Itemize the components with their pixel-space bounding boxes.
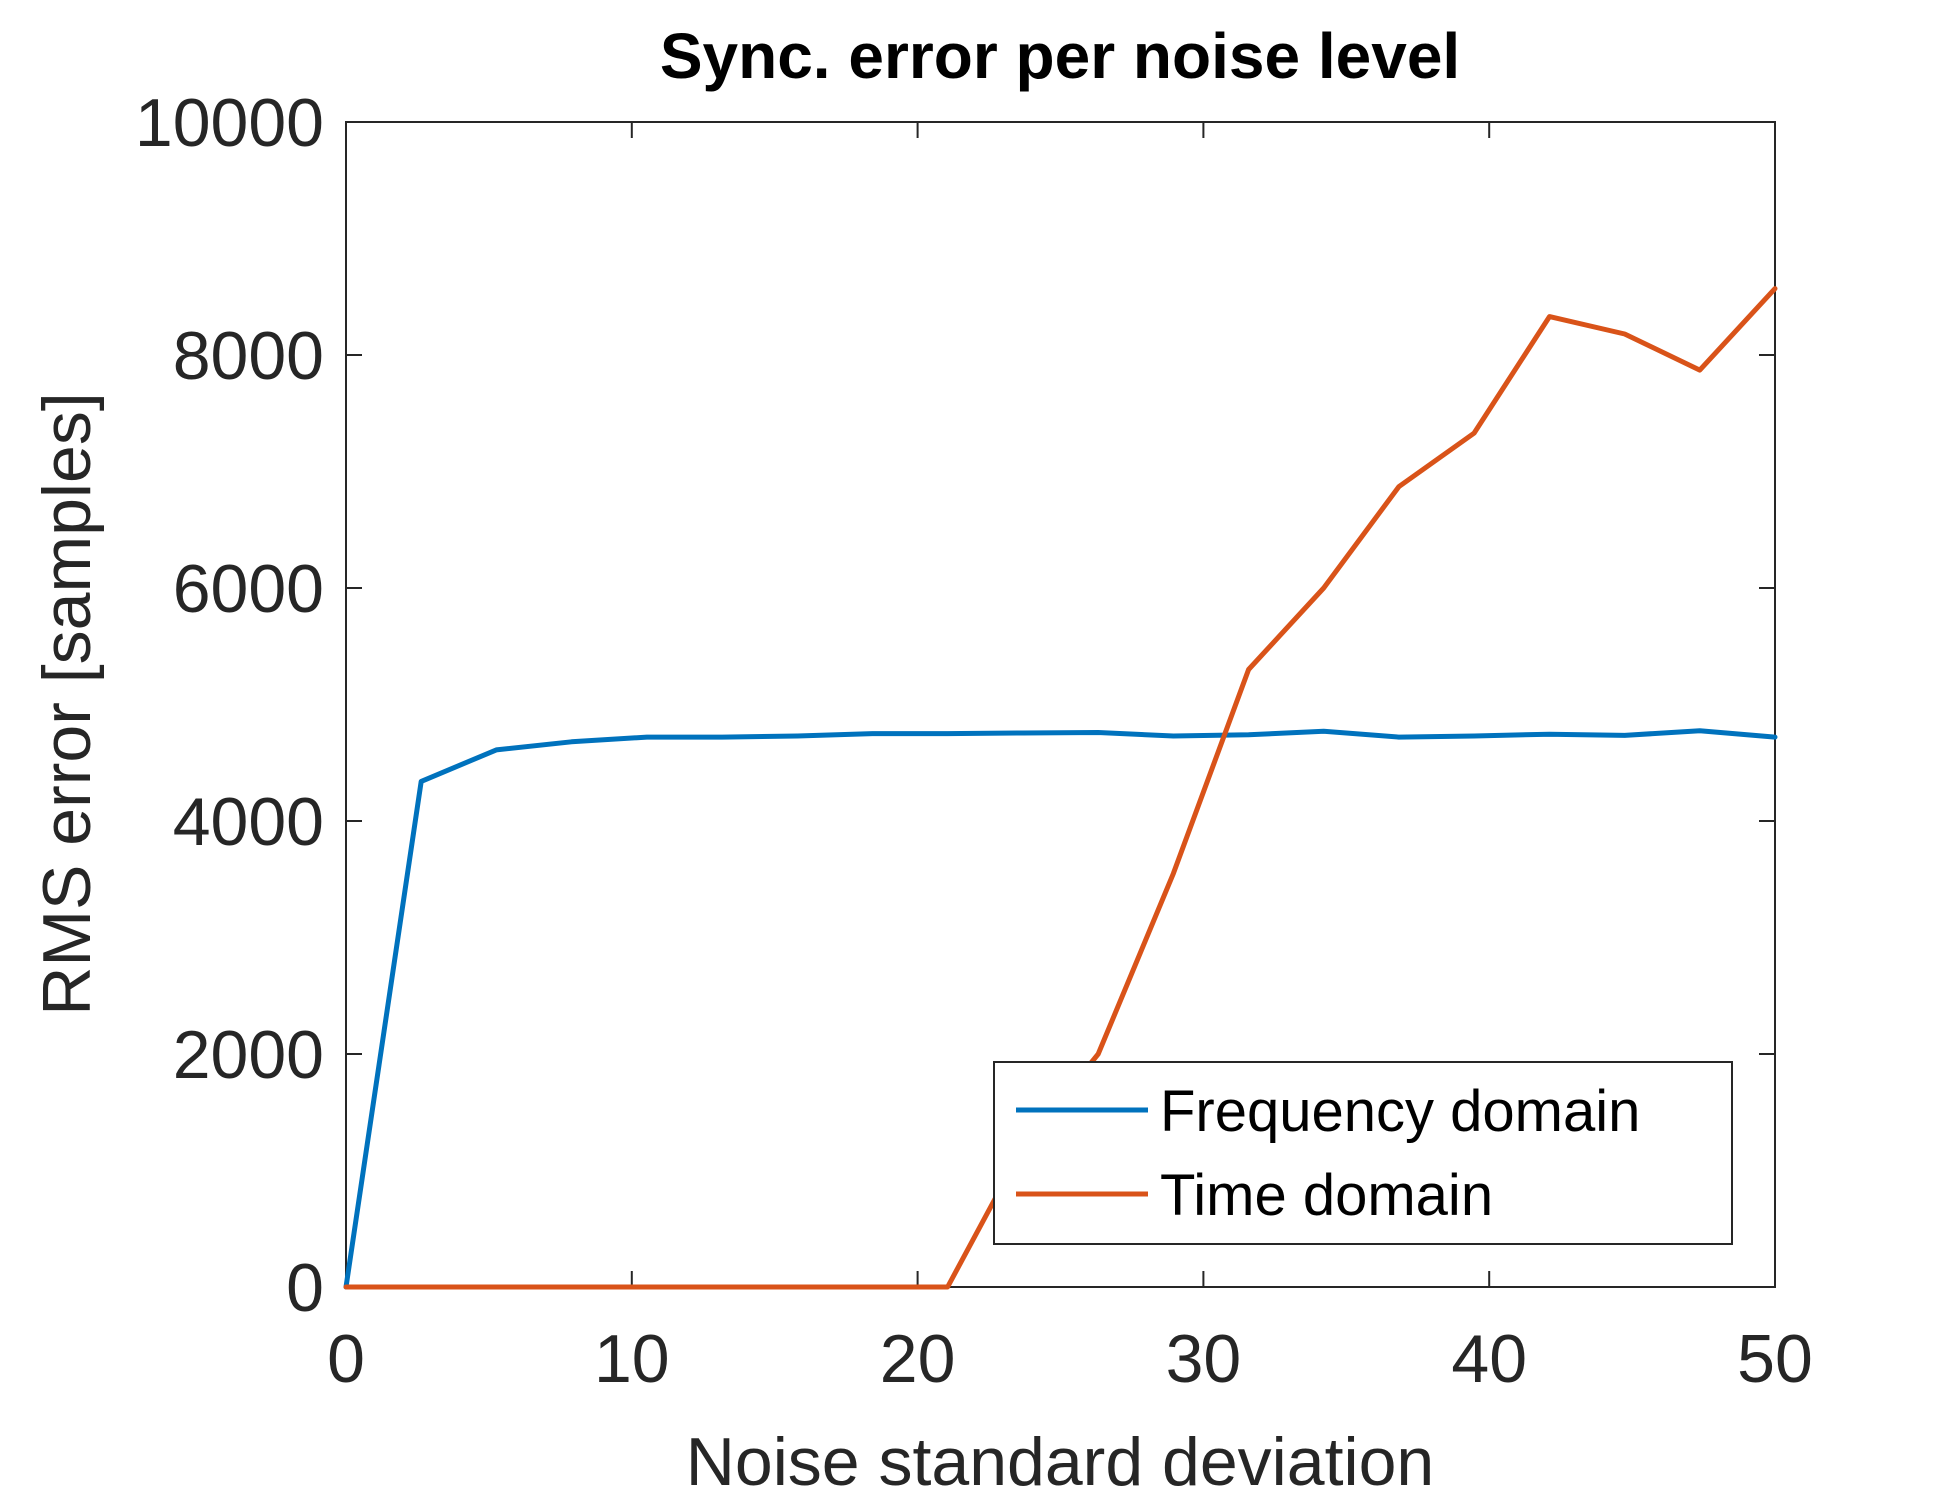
- legend: Frequency domain Time domain: [993, 1061, 1733, 1245]
- x-tick-label: 40: [1451, 1321, 1527, 1397]
- x-tick-label: 10: [594, 1321, 670, 1397]
- y-tick-label: 4000: [173, 784, 324, 860]
- y-axis-label: RMS error [samples]: [29, 392, 105, 1015]
- x-tick-label: 20: [880, 1321, 956, 1397]
- chart-title: Sync. error per noise level: [660, 20, 1460, 92]
- legend-label-frequency-domain: Frequency domain: [1160, 1079, 1640, 1144]
- x-tick-label: 0: [327, 1321, 365, 1397]
- legend-box: [993, 1061, 1733, 1245]
- x-axis-label: Noise standard deviation: [686, 1424, 1434, 1500]
- x-tick-label: 30: [1166, 1321, 1242, 1397]
- y-tick-label: 0: [286, 1250, 324, 1326]
- series-line-frequency-domain: [343, 728, 1778, 1290]
- legend-label-time-domain: Time domain: [1160, 1163, 1493, 1228]
- x-axis: 0 10 20 30 40 50: [327, 122, 1813, 1397]
- y-tick-label: 6000: [173, 551, 324, 627]
- y-tick-label: 8000: [173, 318, 324, 394]
- y-tick-label: 10000: [135, 85, 324, 161]
- x-tick-label: 50: [1737, 1321, 1813, 1397]
- y-tick-label: 2000: [173, 1017, 324, 1093]
- y-axis: 0 2000 4000 6000 8000 10000: [135, 85, 1775, 1326]
